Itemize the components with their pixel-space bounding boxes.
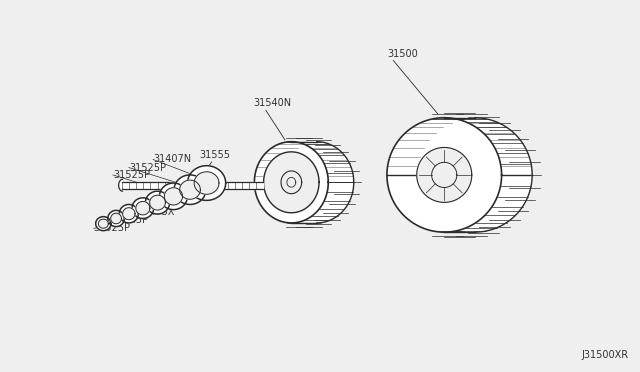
Polygon shape <box>188 166 226 201</box>
Text: 31555: 31555 <box>199 150 230 160</box>
Polygon shape <box>111 213 122 224</box>
Polygon shape <box>180 180 200 199</box>
Text: 31435X: 31435X <box>137 207 175 217</box>
Text: 31540N: 31540N <box>253 99 291 109</box>
Text: 31500: 31500 <box>387 49 418 59</box>
Polygon shape <box>254 142 328 223</box>
Polygon shape <box>417 147 472 202</box>
Polygon shape <box>145 191 170 214</box>
Polygon shape <box>164 188 182 205</box>
Polygon shape <box>99 219 108 228</box>
Polygon shape <box>150 195 165 210</box>
Polygon shape <box>118 179 122 191</box>
Polygon shape <box>264 152 319 213</box>
Polygon shape <box>174 175 206 205</box>
Text: 31525P: 31525P <box>113 170 150 180</box>
Text: 31525P: 31525P <box>129 163 166 173</box>
Text: 31407N: 31407N <box>153 154 191 164</box>
Polygon shape <box>96 217 111 231</box>
Polygon shape <box>194 172 219 194</box>
Text: 31525P: 31525P <box>94 224 131 234</box>
Polygon shape <box>159 183 188 210</box>
Polygon shape <box>108 211 124 227</box>
Polygon shape <box>417 118 532 232</box>
Polygon shape <box>280 142 354 223</box>
Text: J31500XR: J31500XR <box>582 350 629 360</box>
Polygon shape <box>123 208 135 220</box>
Polygon shape <box>119 205 138 223</box>
Polygon shape <box>132 198 154 218</box>
Polygon shape <box>136 201 150 215</box>
Text: 31525P: 31525P <box>111 215 148 225</box>
Polygon shape <box>122 182 262 189</box>
Polygon shape <box>387 118 502 232</box>
